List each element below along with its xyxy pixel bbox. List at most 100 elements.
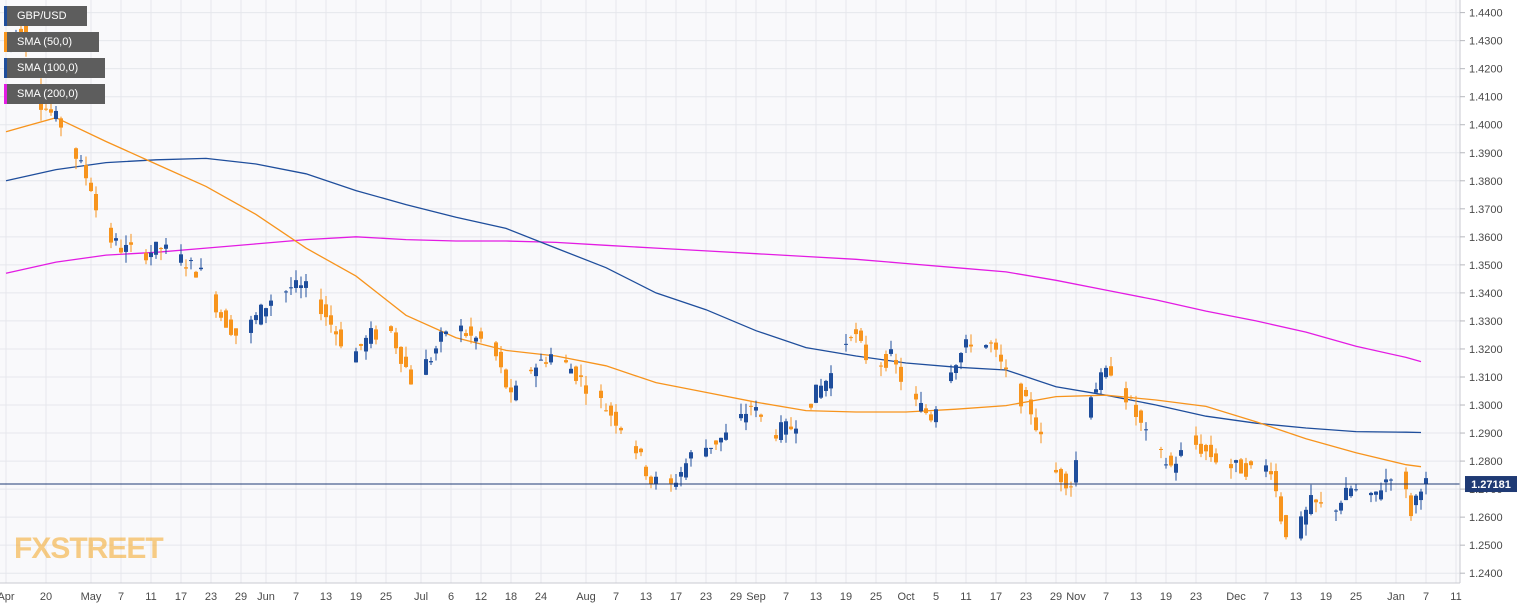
candle-body [394, 332, 398, 349]
x-tick-label: 23 [1020, 591, 1032, 603]
candle-body [684, 463, 688, 478]
candle-body [369, 328, 373, 344]
candle-body [929, 414, 933, 421]
candle-body [1109, 366, 1113, 376]
candle-body [1354, 489, 1358, 491]
candle-body [224, 310, 228, 328]
candle-body [584, 385, 588, 394]
candle-body [1034, 417, 1038, 431]
candle-body [1214, 453, 1218, 463]
x-tick-label: 5 [933, 591, 939, 603]
logo-part-street: STREET [50, 532, 163, 565]
y-tick-label: 1.2800 [1469, 456, 1503, 468]
legend-item-sma-50[interactable]: SMA (50,0) [4, 32, 99, 52]
x-tick-label: 23 [1190, 591, 1202, 603]
candle-body [514, 385, 518, 401]
x-tick-label: 20 [40, 591, 52, 603]
x-tick-label: 17 [670, 591, 682, 603]
candle-body [1264, 465, 1268, 472]
legend-item-gbpusd[interactable]: GBP/USD [4, 6, 87, 26]
candle-body [984, 345, 988, 348]
candle-body [819, 385, 823, 398]
candle-body [704, 447, 708, 457]
candle-body [934, 409, 938, 423]
candle-body [214, 294, 218, 313]
candle-body [669, 478, 673, 484]
x-tick-label: 18 [505, 591, 517, 603]
candle-body [94, 193, 98, 211]
x-tick-label: 19 [1320, 591, 1332, 603]
sma-200-path [5, 236, 1422, 363]
x-tick-label: Jul [414, 591, 428, 603]
candle-body [1334, 510, 1338, 512]
candle-body [714, 440, 718, 445]
x-tick-label: 25 [1350, 591, 1362, 603]
sma-100-path [5, 157, 1422, 434]
legend-item-sma-200[interactable]: SMA (200,0) [4, 84, 105, 104]
y-tick-label: 1.2600 [1469, 512, 1503, 524]
y-tick-label: 1.3800 [1469, 176, 1503, 188]
x-tick-label: Dec [1226, 591, 1246, 603]
candle-body [889, 349, 893, 354]
candle-body [884, 354, 888, 368]
candle-body [1134, 404, 1138, 417]
candle-body [784, 421, 788, 435]
candle-body [854, 329, 858, 335]
candle-body [1094, 389, 1098, 393]
y-tick-label: 1.3400 [1469, 288, 1503, 300]
y-tick-label: 1.4000 [1469, 120, 1503, 132]
candle-body [749, 405, 753, 407]
candle-body [604, 410, 608, 412]
candle-body [1024, 389, 1028, 397]
candle-body [1029, 399, 1033, 415]
x-tick-label: Jan [1387, 591, 1405, 603]
candle-body [1169, 455, 1173, 466]
x-tick-label: 11 [1450, 591, 1461, 603]
x-tick-label: 19 [1160, 591, 1172, 603]
candle-body [1314, 499, 1318, 503]
chart-legend: GBP/USD SMA (50,0) SMA (100,0) SMA (200,… [4, 6, 105, 110]
candle-body [474, 337, 478, 342]
candle-body [654, 476, 658, 484]
candle-body [549, 354, 553, 363]
candle-body [894, 359, 898, 365]
candle-body [354, 351, 358, 363]
candle-body [259, 304, 263, 325]
candle-body [849, 337, 853, 339]
y-tick-label: 1.3700 [1469, 204, 1503, 216]
x-tick-label: 25 [870, 591, 882, 603]
candle-body [59, 118, 63, 128]
x-tick-label: 7 [1423, 591, 1429, 603]
candle-body [1379, 490, 1383, 500]
legend-item-sma-100[interactable]: SMA (100,0) [4, 58, 105, 78]
candle-body [234, 328, 238, 336]
y-axis: 1.4400 1.4300 1.4200 1.4100 1.4000 1.3900 1.38… [1459, 0, 1503, 583]
candle-body [1064, 473, 1068, 489]
candle-body [229, 319, 233, 335]
x-tick-label: 6 [448, 591, 454, 603]
candle-body [219, 312, 223, 318]
candle-body [374, 329, 378, 340]
candle-body [479, 331, 483, 339]
x-tick-label: 19 [350, 591, 362, 603]
candle-body [689, 452, 693, 459]
candle-body [539, 359, 543, 361]
candle-body [464, 333, 468, 337]
candle-body [914, 393, 918, 400]
candle-body [1229, 464, 1233, 469]
candle-body [774, 435, 778, 439]
candle-body [1309, 495, 1313, 515]
candle-body [969, 344, 973, 347]
candle-body [794, 428, 798, 434]
candle-body [1194, 435, 1198, 445]
candle-body [119, 247, 123, 253]
candle-body [609, 405, 613, 416]
candle-body [1279, 496, 1283, 522]
candle-body [709, 447, 713, 449]
sma-200-line [5, 236, 1422, 363]
candle-body [1299, 516, 1303, 539]
candle-body [289, 287, 293, 289]
candle-body [114, 238, 118, 241]
candle-body [54, 110, 58, 120]
